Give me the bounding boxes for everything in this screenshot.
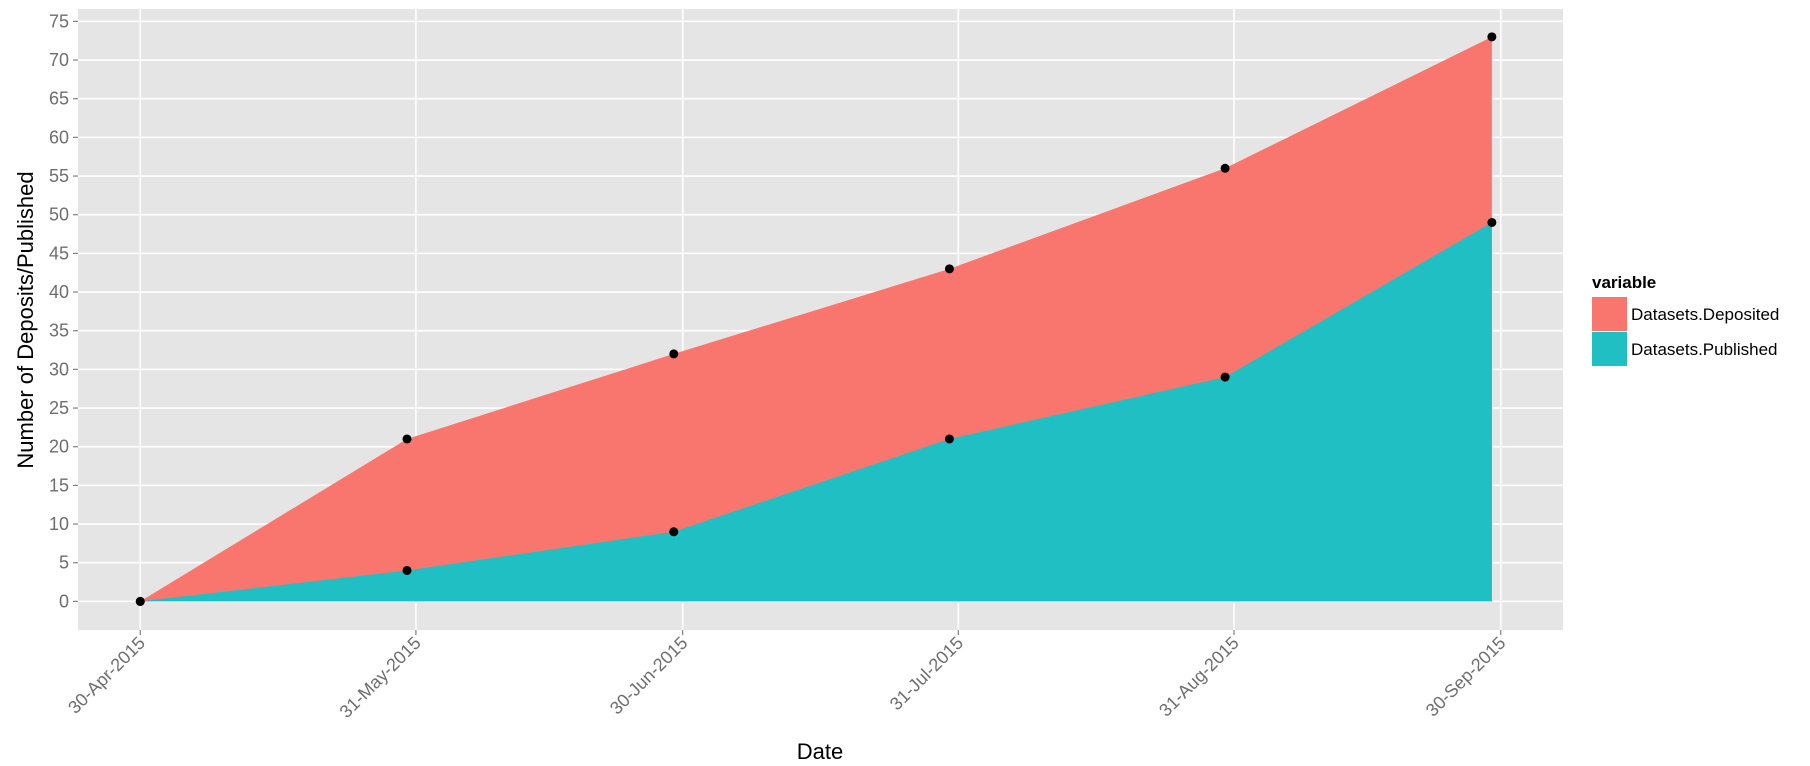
data-point [1220, 372, 1230, 382]
y-tick-label: 45 [49, 243, 69, 263]
x-tick-label: 30-Jun-2015 [606, 633, 692, 719]
legend-label: Datasets.Published [1631, 340, 1777, 359]
y-tick-label: 25 [49, 398, 69, 418]
x-tick-label: 30-Sep-2015 [1422, 633, 1510, 721]
y-tick-label: 70 [49, 50, 69, 70]
data-point [402, 434, 412, 444]
data-point [135, 596, 145, 606]
x-tick-label: 30-Apr-2015 [64, 633, 149, 718]
x-axis-title: Date [797, 739, 843, 764]
legend-label: Datasets.Deposited [1631, 305, 1779, 324]
y-tick-label: 15 [49, 475, 69, 495]
data-point [1487, 217, 1497, 227]
data-point [944, 264, 954, 274]
y-tick-label: 35 [49, 321, 69, 341]
y-tick-label: 55 [49, 166, 69, 186]
y-tick-label: 10 [49, 514, 69, 534]
y-axis-title: Number of Deposits/Published [13, 171, 38, 468]
y-tick-label: 30 [49, 359, 69, 379]
y-tick-label: 20 [49, 437, 69, 457]
data-point [402, 565, 412, 575]
x-tick-label: 31-Aug-2015 [1155, 633, 1243, 721]
data-point [1220, 163, 1230, 173]
area [140, 222, 1492, 602]
y-tick-label: 0 [59, 591, 69, 611]
y-tick-label: 75 [49, 11, 69, 31]
data-point [1487, 32, 1497, 42]
x-tick-label: 31-May-2015 [336, 633, 425, 722]
y-tick-label: 65 [49, 89, 69, 109]
y-tick-label: 50 [49, 205, 69, 225]
data-point [944, 434, 954, 444]
y-tick-label: 60 [49, 127, 69, 147]
legend-key [1592, 297, 1627, 331]
legend-key [1592, 332, 1627, 366]
legend-title: variable [1592, 273, 1656, 292]
y-tick-label: 40 [49, 282, 69, 302]
data-point [669, 349, 679, 359]
y-tick-label: 5 [59, 553, 69, 573]
x-tick-label: 31-Jul-2015 [886, 633, 967, 714]
data-point [669, 527, 679, 537]
